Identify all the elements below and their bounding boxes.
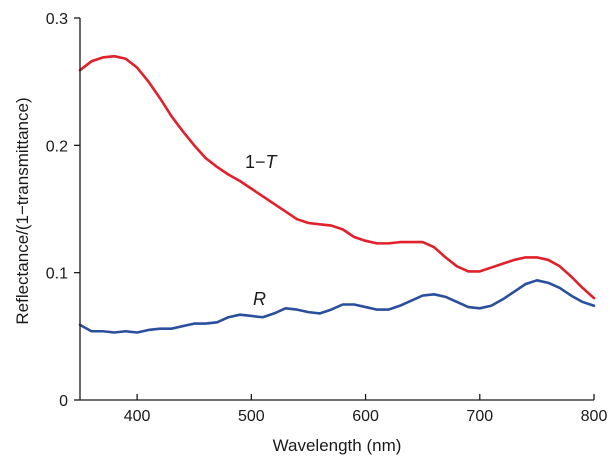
curve-label-symbol: R: [253, 289, 266, 309]
x-ticks: 400 500 600 700 800: [124, 394, 608, 425]
curve-label-symbol: T: [266, 152, 279, 172]
r-label: R: [253, 289, 266, 309]
one-minus-t-curve: [78, 54, 596, 300]
y-axis-title: Reflectance/(1−transmittance): [13, 97, 32, 324]
y-tick-label: 0.1: [46, 266, 68, 283]
r-curve: [78, 279, 596, 334]
x-tick-label: 600: [352, 408, 379, 425]
y-tick-label: 0.3: [46, 11, 68, 28]
y-ticks: 0 0.1 0.2 0.3: [46, 11, 80, 410]
curve-label-prefix: 1−: [245, 152, 266, 172]
x-tick-label: 700: [466, 408, 493, 425]
x-tick-label: 500: [238, 408, 265, 425]
curves: [78, 54, 596, 334]
y-tick-label: 0.2: [46, 138, 68, 155]
one-minus-t-label: 1−T: [245, 152, 279, 172]
x-tick-label: 800: [581, 408, 608, 425]
y-tick-label: 0: [59, 393, 68, 410]
curve-labels: 1−T R: [245, 152, 279, 309]
x-axis-title: Wavelength (nm): [273, 436, 402, 455]
x-tick-label: 400: [124, 408, 151, 425]
